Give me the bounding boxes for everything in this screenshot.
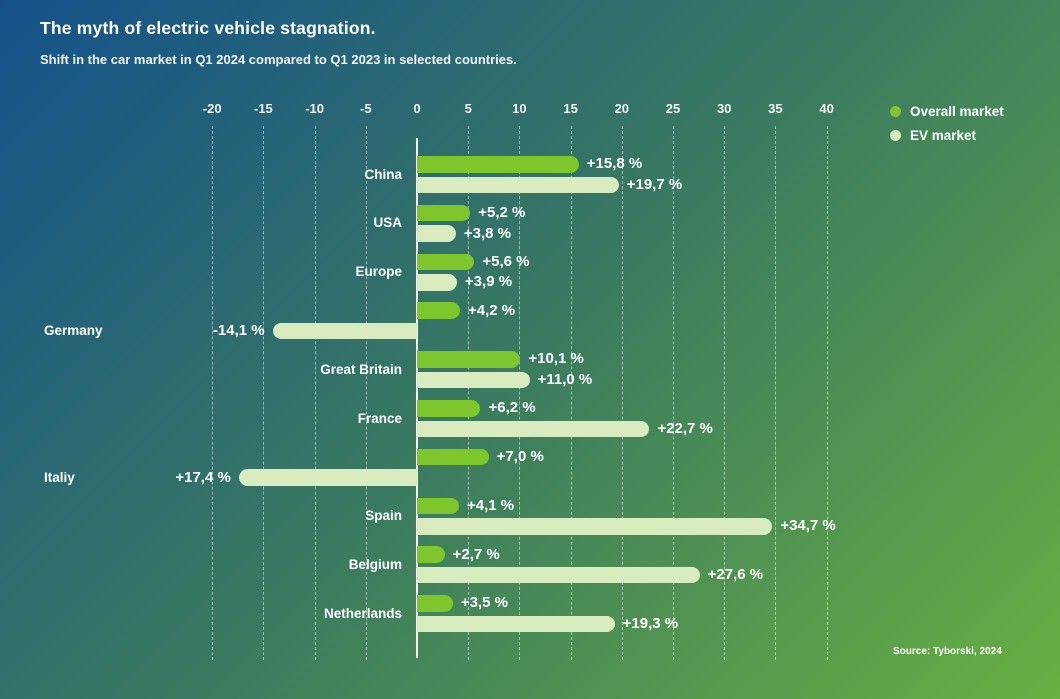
value-label-ev-germany: -14,1 % xyxy=(212,322,265,340)
page-subtitle: Shift in the car market in Q1 2024 compa… xyxy=(40,52,517,67)
value-label-overall-netherlands: +3,5 % xyxy=(460,594,508,612)
gridline xyxy=(519,126,521,660)
axis-tick-label: 20 xyxy=(614,101,630,116)
bar-ev-europe xyxy=(417,274,457,291)
bar-ev-belgium xyxy=(417,566,700,584)
bar-overall-france xyxy=(417,400,481,417)
axis-tick-label: 35 xyxy=(768,101,783,116)
bar-overall-belgium xyxy=(417,546,445,563)
bar-ev-usa xyxy=(417,225,456,242)
bar-overall-usa xyxy=(417,204,471,222)
value-label-overall-italiy: +7,0 % xyxy=(496,448,544,466)
zero-axis-line xyxy=(416,138,418,658)
value-label-overall-china: +15,8 % xyxy=(586,155,643,173)
axis-tick-label: 30 xyxy=(716,101,732,116)
value-label-overall-germany: +4,2 % xyxy=(468,301,516,319)
value-label-overall-europe: +5,6 % xyxy=(482,252,530,270)
bar-ev-great-britain xyxy=(417,371,530,389)
axis-tick-label: 10 xyxy=(512,101,527,116)
gridline xyxy=(212,126,214,660)
gridline xyxy=(775,126,777,660)
axis-tick-label: 5 xyxy=(464,101,472,116)
value-label-overall-france: +6,2 % xyxy=(488,399,536,417)
gridline xyxy=(621,126,623,660)
country-label-france: France xyxy=(357,410,402,426)
value-label-ev-netherlands: +19,3 % xyxy=(622,614,679,632)
bar-ev-netherlands xyxy=(417,615,615,633)
value-label-overall-usa: +5,2 % xyxy=(478,204,526,222)
value-label-ev-europe: +3,9 % xyxy=(464,273,513,291)
bar-overall-europe xyxy=(417,253,475,271)
axis-tick-label: 25 xyxy=(665,101,681,116)
bar-overall-spain xyxy=(417,497,459,515)
axis-tick-label: 40 xyxy=(819,101,834,116)
gridline xyxy=(263,126,265,660)
source-credit: Source: Tyborski, 2024 xyxy=(893,646,1002,657)
page-title: The myth of electric vehicle stagnation. xyxy=(40,18,376,38)
value-label-ev-china: +19,7 % xyxy=(626,175,683,193)
gridline xyxy=(570,126,572,660)
bar-ev-italiy xyxy=(238,469,417,486)
gridline xyxy=(724,126,726,660)
value-label-ev-france: +22,7 % xyxy=(657,419,713,437)
axis-tick-label: -5 xyxy=(360,101,372,116)
gridline xyxy=(673,126,674,660)
legend-label: Overall market xyxy=(910,104,1004,119)
value-label-ev-italiy: +17,4 % xyxy=(175,468,231,486)
bar-ev-france xyxy=(417,420,650,437)
gridline xyxy=(826,126,828,660)
axis-tick-label: 0 xyxy=(413,101,421,116)
country-label-spain: Spain xyxy=(365,508,402,524)
value-label-overall-great-britain: +10,1 % xyxy=(528,350,584,368)
value-label-ev-usa: +3,8 % xyxy=(463,224,512,242)
legend-label: EV market xyxy=(910,128,977,143)
country-label-usa: USA xyxy=(373,215,402,231)
country-label-italiy: Italiy xyxy=(44,469,75,485)
country-label-belgium: Belgium xyxy=(348,556,402,572)
bar-overall-germany xyxy=(417,302,460,319)
axis-tick-label: 15 xyxy=(563,101,578,116)
axis-tick-label: -10 xyxy=(305,101,324,116)
bar-overall-china xyxy=(417,156,579,173)
country-label-germany: Germany xyxy=(44,323,103,339)
legend-item-ev-market: EV market xyxy=(890,128,1004,143)
gridline xyxy=(365,126,367,660)
axis-tick-label: -20 xyxy=(202,101,222,116)
value-label-ev-spain: +34,7 % xyxy=(780,517,836,535)
country-label-china: China xyxy=(364,166,402,182)
legend-item-overall-market: Overall market xyxy=(890,104,1004,119)
bar-overall-great-britain xyxy=(417,351,521,368)
ev-market-dot-icon xyxy=(890,130,901,141)
gridline xyxy=(314,126,316,660)
bar-ev-spain xyxy=(417,518,773,535)
value-label-overall-belgium: +2,7 % xyxy=(452,545,500,563)
bar-ev-china xyxy=(417,176,619,193)
country-label-europe: Europe xyxy=(355,264,402,280)
axis-tick-label: -15 xyxy=(253,101,273,116)
bar-overall-italiy xyxy=(417,448,489,466)
legend: Overall market EV market xyxy=(890,104,1004,152)
country-label-netherlands: Netherlands xyxy=(323,605,402,621)
bar-overall-netherlands xyxy=(417,595,453,612)
overall-market-dot-icon xyxy=(890,106,901,117)
bar-ev-germany xyxy=(272,322,417,340)
country-label-great-britain: Great Britain xyxy=(320,361,402,377)
gridline xyxy=(468,126,470,660)
value-label-ev-belgium: +27,6 % xyxy=(707,566,764,584)
value-label-ev-great-britain: +11,0 % xyxy=(537,370,593,388)
value-label-overall-spain: +4,1 % xyxy=(466,496,515,514)
